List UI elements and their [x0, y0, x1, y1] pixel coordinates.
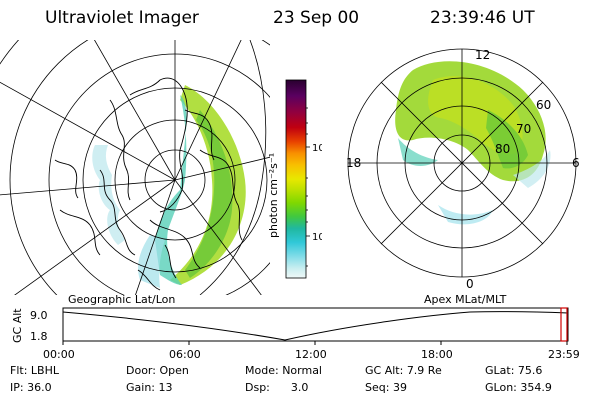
glon-value: 354.9 [520, 381, 552, 394]
mode-value: Normal [282, 364, 322, 377]
date-label: 23 Sep 00 [273, 8, 360, 28]
geographic-map [0, 40, 270, 295]
mlat-label-70: 70 [516, 122, 531, 136]
gain-value: 13 [158, 381, 173, 394]
flt-value: LBHL [30, 364, 59, 377]
current-time-marker [560, 307, 568, 342]
ip-field: IP: 36.0 [10, 381, 52, 394]
dsp-field: Dsp: 3.0 [245, 381, 308, 394]
mode-field: Mode: Normal [245, 364, 322, 377]
mlt-label-12: 12 [475, 48, 490, 62]
polar-mlt-map: 12 6 0 18 60 70 80 [346, 48, 580, 291]
gcalt-value: 7.9 Re [406, 364, 442, 377]
door-label: Door: [126, 364, 156, 377]
flt-label: Flt: [10, 364, 28, 377]
ip-value: 36.0 [27, 381, 52, 394]
time-tick-2359: 23:59 [548, 348, 580, 361]
colorbar-tick-10: 10 [312, 232, 322, 243]
time-tick-1200: 12:00 [295, 348, 327, 361]
instrument-title: Ultraviolet Imager [45, 8, 199, 28]
altitude-axis-label: GC Alt [11, 308, 24, 343]
mode-label: Mode: [245, 364, 279, 377]
seq-field: Seq: 39 [365, 381, 407, 394]
seq-label: Seq: [365, 381, 390, 394]
mlt-label-0: 0 [466, 277, 474, 291]
geographic-map-label: Geographic Lat/Lon [68, 293, 176, 306]
colorbar-tick-100: 100 [312, 143, 322, 154]
gcalt-field: GC Alt: 7.9 Re [365, 364, 442, 377]
polar-map-label: Apex MLat/MLT [424, 293, 507, 306]
colorbar-unit-label: photon cm⁻²s⁻¹ [267, 153, 280, 238]
mlat-label-60: 60 [536, 98, 551, 112]
flt-field: Flt: LBHL [10, 364, 59, 377]
time-tick-0000: 00:00 [43, 348, 75, 361]
glat-label: GLat: [485, 364, 515, 377]
door-value: Open [159, 364, 189, 377]
time-tick-0600: 06:00 [169, 348, 201, 361]
colorbar: 100 10 photon cm⁻²s⁻¹ [267, 79, 322, 279]
dsp-value: 3.0 [290, 381, 309, 394]
gcalt-label: GC Alt: [365, 364, 404, 377]
glat-value: 75.6 [517, 364, 543, 377]
altitude-timeline-plot: GC Alt 9.0 1.8 00:00 06:00 12:00 18:00 2… [11, 307, 580, 361]
mlat-label-80: 80 [495, 142, 510, 156]
gain-field: Gain: 13 [126, 381, 173, 394]
glon-field: GLon: 354.9 [485, 381, 552, 394]
time-tick-1800: 18:00 [421, 348, 453, 361]
glat-field: GLat: 75.6 [485, 364, 542, 377]
dsp-label: Dsp: [245, 381, 270, 394]
time-label: 23:39:46 UT [430, 8, 535, 28]
altitude-tick-1-8: 1.8 [30, 330, 48, 343]
glon-label: GLon: [485, 381, 517, 394]
gain-label: Gain: [126, 381, 155, 394]
ip-label: IP: [10, 381, 24, 394]
altitude-tick-9: 9.0 [30, 309, 48, 322]
mlt-label-18: 18 [346, 156, 361, 170]
door-field: Door: Open [126, 364, 189, 377]
mlt-label-6: 6 [572, 156, 580, 170]
seq-value: 39 [392, 381, 407, 394]
